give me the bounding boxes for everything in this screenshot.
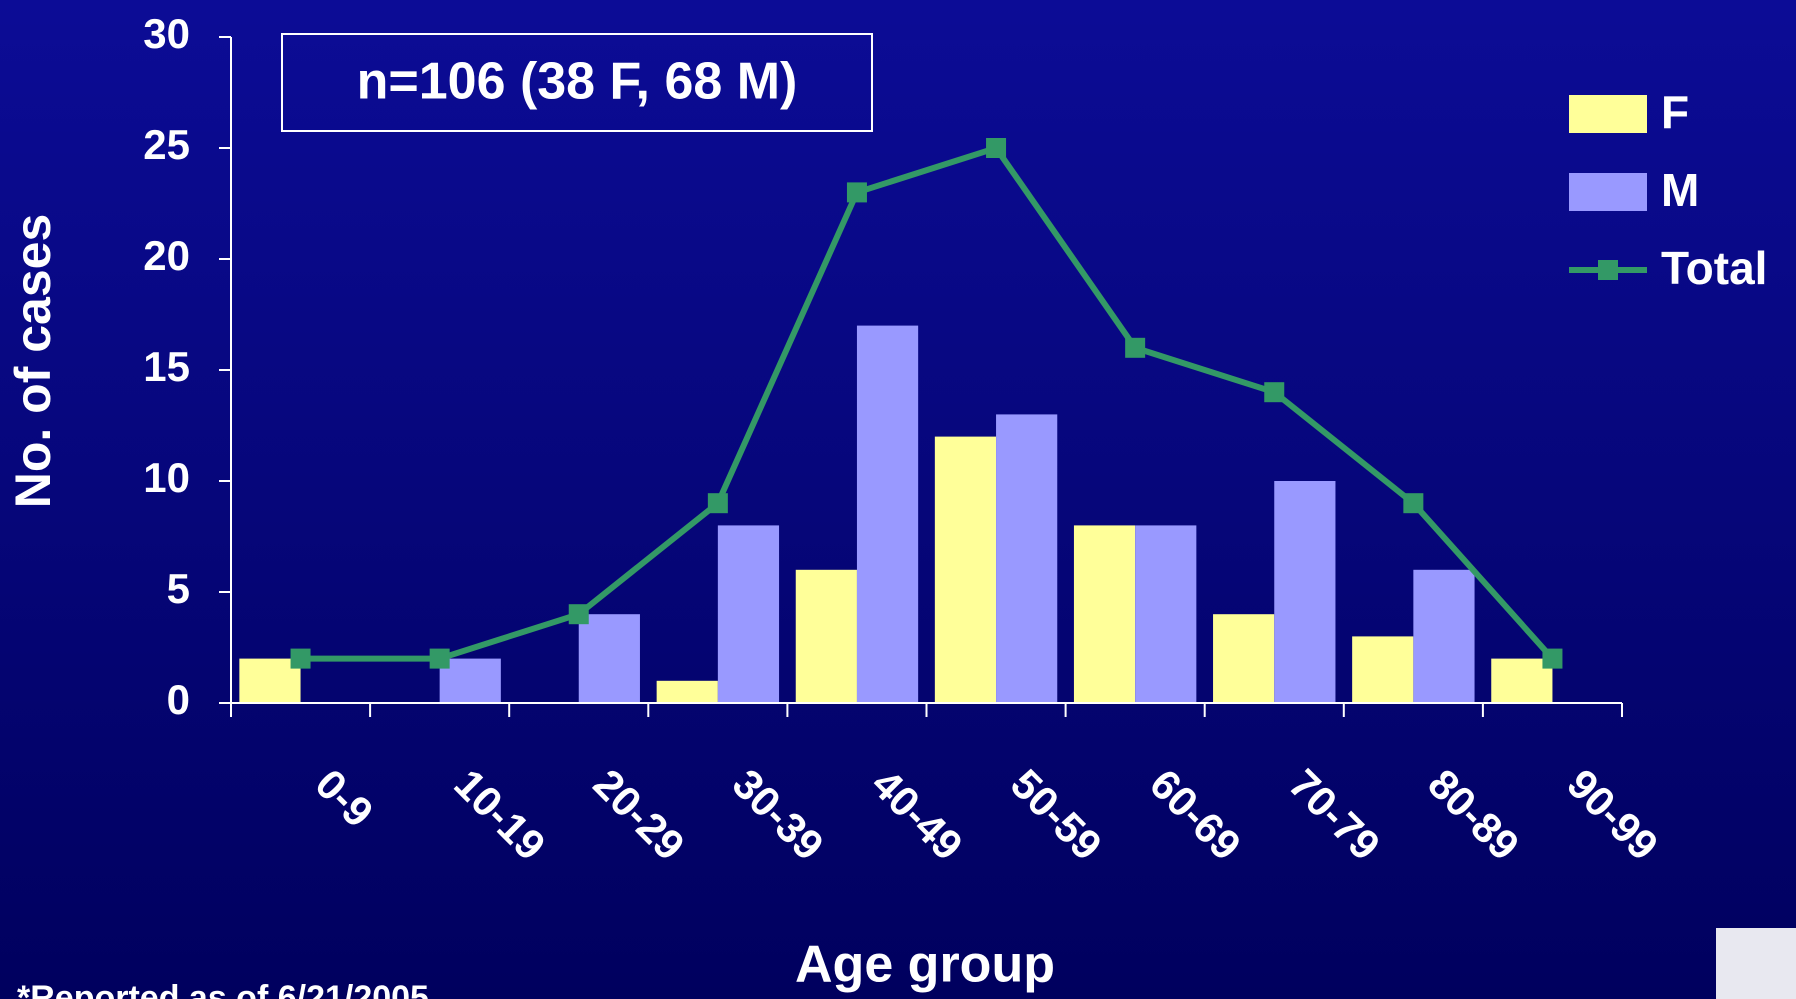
legend-swatch <box>1569 95 1647 133</box>
line-marker <box>1125 337 1146 358</box>
line <box>300 144 1555 662</box>
x-axis-title: Age group <box>795 936 1055 994</box>
legend-label: Total <box>1661 242 1767 294</box>
bar <box>1213 614 1275 703</box>
line-marker <box>290 648 311 669</box>
logo <box>1716 928 1796 999</box>
legend-marker <box>1598 260 1618 280</box>
line-marker <box>1403 493 1424 514</box>
note: *Reported as of 6/21/2005 <box>17 979 429 999</box>
y-tick-label: 15 <box>143 343 190 390</box>
bar <box>934 436 997 703</box>
bar <box>1135 525 1197 703</box>
bar <box>996 414 1058 703</box>
y-tick-label: 10 <box>143 454 190 501</box>
bar <box>1491 658 1553 703</box>
y-axis-title: No. of cases <box>5 214 61 509</box>
y-tick-label: 5 <box>167 565 190 612</box>
bar <box>856 325 919 703</box>
annotation: n=106 (38 F, 68 M) <box>357 53 798 111</box>
bar <box>239 658 301 703</box>
y-tick-label: 30 <box>143 10 190 57</box>
annotation-box <box>281 33 873 132</box>
line-marker <box>707 493 728 514</box>
line-marker <box>1264 382 1285 403</box>
y-tick-label: 25 <box>143 121 190 168</box>
legend-label: M <box>1661 164 1699 216</box>
legend-swatch <box>1569 173 1647 211</box>
bar <box>717 525 780 703</box>
y-tick-label: 20 <box>143 232 190 279</box>
line-marker <box>568 604 589 625</box>
bar <box>656 680 718 703</box>
y-tick-label: 0 <box>167 676 190 723</box>
bar <box>1073 525 1136 703</box>
line-marker <box>429 648 450 669</box>
bar <box>439 658 501 703</box>
line-marker <box>846 182 867 203</box>
bar <box>1413 569 1475 703</box>
bar <box>1274 481 1336 703</box>
bar <box>578 614 640 703</box>
bar <box>1352 636 1414 703</box>
line-marker <box>1542 648 1563 669</box>
line-marker <box>986 138 1007 158</box>
bar <box>795 569 857 703</box>
legend-label: F <box>1661 86 1689 138</box>
